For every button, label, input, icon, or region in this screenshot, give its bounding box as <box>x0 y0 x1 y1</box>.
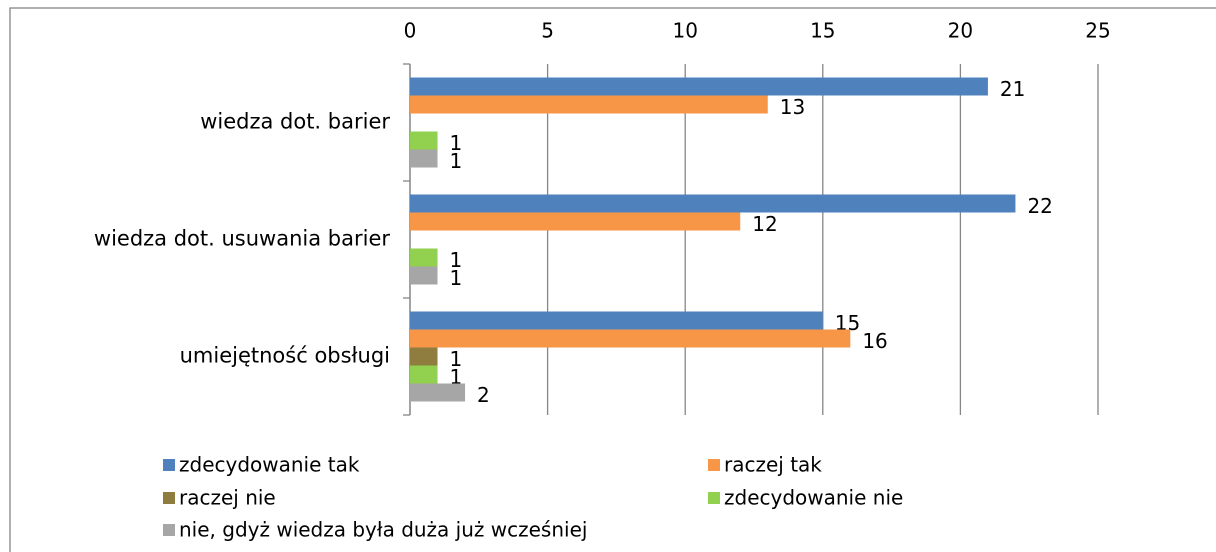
bar <box>410 365 438 384</box>
legend-swatch <box>708 459 720 471</box>
x-tick-label: 10 <box>672 19 697 43</box>
y-tick-label: wiedza dot. usuwania barier <box>94 227 390 251</box>
data-label: 1 <box>450 266 463 290</box>
legend-swatch <box>163 492 175 504</box>
data-label: 2 <box>477 383 490 407</box>
x-tick-label: 5 <box>541 19 554 43</box>
legend-swatch <box>163 459 175 471</box>
data-label: 1 <box>450 131 463 155</box>
x-tick-label: 20 <box>948 19 973 43</box>
bar <box>410 194 1016 213</box>
bar <box>410 248 438 267</box>
legend-label: raczej nie <box>179 486 276 510</box>
legend-label: zdecydowanie nie <box>724 486 903 510</box>
chart-frame <box>9 7 1216 552</box>
data-label: 1 <box>450 365 463 389</box>
data-label: 16 <box>862 329 887 353</box>
data-label: 1 <box>450 248 463 272</box>
bar <box>410 77 988 96</box>
x-tick-label: 0 <box>404 19 417 43</box>
y-tick-label: umiejętność obsługi <box>180 344 390 368</box>
legend-swatch <box>163 524 175 536</box>
bar <box>410 266 438 285</box>
x-tick-label: 15 <box>810 19 835 43</box>
x-tick-label: 25 <box>1085 19 1110 43</box>
legend-label: raczej tak <box>724 453 822 477</box>
bar <box>410 212 741 231</box>
y-tick-label: wiedza dot. barier <box>200 110 390 134</box>
legend-swatch <box>708 492 720 504</box>
bar <box>410 131 438 150</box>
data-label: 12 <box>752 212 777 236</box>
data-label: 22 <box>1027 194 1052 218</box>
data-label: 21 <box>1000 77 1025 101</box>
bar <box>410 95 768 114</box>
legend-label: nie, gdyż wiedza była duża już wcześniej <box>179 518 587 542</box>
bar <box>410 383 466 402</box>
data-label: 1 <box>450 149 463 173</box>
bar <box>410 149 438 168</box>
data-label: 13 <box>780 95 805 119</box>
legend-label: zdecydowanie tak <box>179 453 360 477</box>
data-label: 1 <box>450 347 463 371</box>
bar <box>410 311 823 330</box>
bar <box>410 347 438 366</box>
bar <box>410 329 851 348</box>
